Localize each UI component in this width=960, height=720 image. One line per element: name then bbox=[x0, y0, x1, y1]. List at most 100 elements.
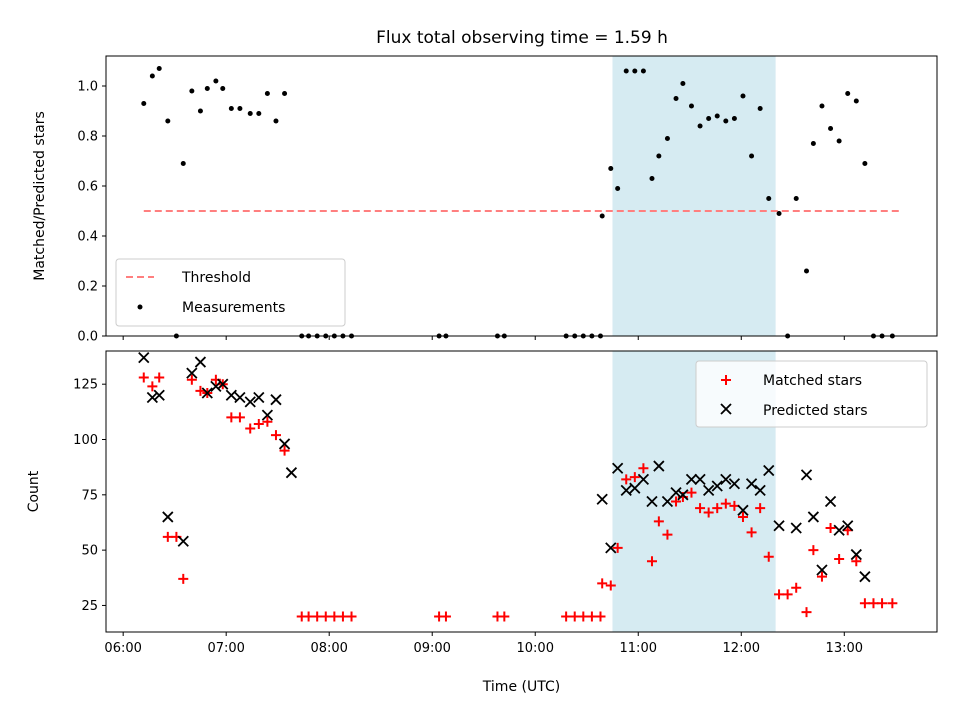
ratio-x-axis bbox=[122, 336, 845, 340]
predicted-star-point bbox=[807, 511, 820, 523]
ratio-marks bbox=[141, 66, 901, 339]
measurement-point bbox=[608, 166, 614, 171]
x-tick-label: 11:00 bbox=[620, 641, 657, 656]
measurement-point bbox=[740, 93, 746, 99]
ratio-y-axis-label: Matched/Predicted stars bbox=[32, 111, 48, 281]
predicted-star-point bbox=[737, 504, 749, 516]
matched-star-point bbox=[262, 416, 273, 427]
measurement-point bbox=[804, 268, 810, 274]
predicted-star-point bbox=[186, 367, 198, 379]
predicted-star-point bbox=[612, 462, 624, 474]
measurement-point bbox=[237, 106, 243, 111]
predicted-star-point bbox=[234, 391, 246, 404]
predicted-star-point bbox=[816, 564, 828, 576]
predicted-star-point bbox=[711, 480, 723, 492]
predicted-star-point bbox=[253, 391, 265, 404]
matched-star-point bbox=[877, 598, 888, 609]
measurement-point bbox=[204, 86, 210, 91]
measurement-point bbox=[664, 136, 670, 141]
y-tick-label: 0.4 bbox=[77, 230, 98, 245]
predicted-star-point bbox=[210, 380, 222, 393]
matched-star-point bbox=[868, 598, 879, 609]
x-tick-label: 12:00 bbox=[723, 641, 760, 656]
matched-star-point bbox=[662, 529, 673, 540]
measurement-point bbox=[615, 186, 621, 191]
measurement-point bbox=[749, 153, 755, 159]
measurement-point bbox=[828, 126, 834, 131]
measurement-point bbox=[766, 196, 772, 201]
measurement-point bbox=[853, 98, 859, 104]
matched-star-point bbox=[825, 523, 836, 534]
matched-star-point bbox=[561, 611, 572, 622]
measurement-point bbox=[165, 118, 171, 124]
x-tick-label: 13:00 bbox=[826, 641, 863, 656]
y-tick-label: 75 bbox=[81, 488, 98, 503]
measurement-point bbox=[141, 101, 147, 106]
measurement-point bbox=[819, 103, 825, 109]
predicted-star-point bbox=[646, 495, 658, 508]
predicted-star-point bbox=[605, 542, 617, 554]
y-tick-label: 0.8 bbox=[77, 130, 98, 145]
predicted-star-point bbox=[270, 394, 282, 406]
predicted-star-point bbox=[833, 524, 845, 536]
measurement-point bbox=[731, 116, 737, 121]
count-panel: 25 50 75 100 125 06:00 07:00 08:00 09:00 10:00 11… bbox=[26, 350, 938, 695]
matched-star-point bbox=[782, 589, 793, 600]
y-tick-label: 0.0 bbox=[77, 330, 98, 345]
measurements-legend-swatch bbox=[137, 304, 143, 310]
x-tick-label: 08:00 bbox=[310, 641, 347, 656]
measurement-point bbox=[810, 141, 816, 146]
x-axis-label: Time (UTC) bbox=[482, 679, 560, 695]
predicted-star-point bbox=[800, 469, 813, 481]
matched-star-point bbox=[186, 374, 197, 385]
count-axes-frame bbox=[105, 350, 938, 633]
measurement-point bbox=[273, 118, 279, 124]
matched-star-point bbox=[569, 611, 580, 622]
matched-star-point bbox=[638, 463, 649, 474]
count-y-axis-label: Count bbox=[26, 470, 42, 512]
measurement-point bbox=[256, 111, 262, 116]
matched-star-point bbox=[859, 598, 870, 609]
matched-star-point bbox=[586, 611, 597, 622]
predicted-star-point bbox=[201, 387, 213, 399]
matched-star-point bbox=[279, 445, 290, 456]
measurement-point bbox=[247, 111, 253, 116]
y-tick-label: 100 bbox=[73, 433, 98, 448]
y-tick-label: 1.0 bbox=[77, 80, 98, 95]
matched-star-point bbox=[499, 611, 510, 622]
matched-legend-swatch bbox=[721, 375, 731, 385]
matched-star-point bbox=[763, 551, 774, 562]
predicted-star-point bbox=[146, 391, 158, 404]
matched-star-point bbox=[646, 556, 657, 567]
matched-star-point bbox=[178, 573, 189, 584]
predicted-star-point bbox=[720, 473, 732, 485]
predicted-star-point bbox=[763, 464, 775, 477]
matched-star-point bbox=[703, 507, 714, 518]
predicted-legend-label: Predicted stars bbox=[763, 403, 868, 419]
predicted-star-point bbox=[661, 495, 674, 508]
highlight-span bbox=[612, 56, 776, 336]
y-tick-label: 25 bbox=[81, 599, 98, 614]
matched-star-point bbox=[686, 487, 697, 498]
count-x-axis: 06:00 07:00 08:00 09:00 10:00 11:00 12:00 13:00 bbox=[104, 632, 863, 656]
predicted-star-point bbox=[153, 389, 165, 401]
matched-star-point bbox=[791, 582, 802, 593]
matched-star-point bbox=[834, 553, 845, 564]
matched-star-point bbox=[138, 372, 149, 383]
predicted-star-point bbox=[790, 522, 802, 534]
matched-star-point bbox=[605, 580, 616, 591]
measurement-point bbox=[180, 161, 186, 166]
measurement-point bbox=[197, 108, 203, 114]
measurement-point bbox=[793, 196, 799, 201]
matched-star-point bbox=[887, 598, 898, 609]
matched-star-point bbox=[671, 496, 682, 507]
y-tick-label: 50 bbox=[81, 544, 98, 559]
matched-star-point bbox=[808, 545, 819, 556]
measurement-point bbox=[723, 118, 729, 124]
matched-star-point bbox=[816, 571, 827, 582]
matched-star-point bbox=[755, 503, 766, 514]
chart-title: Flux total observing time = 1.59 h bbox=[376, 28, 668, 48]
predicted-star-point bbox=[842, 520, 854, 532]
count-marks bbox=[138, 352, 898, 622]
matched-star-point bbox=[629, 472, 640, 483]
